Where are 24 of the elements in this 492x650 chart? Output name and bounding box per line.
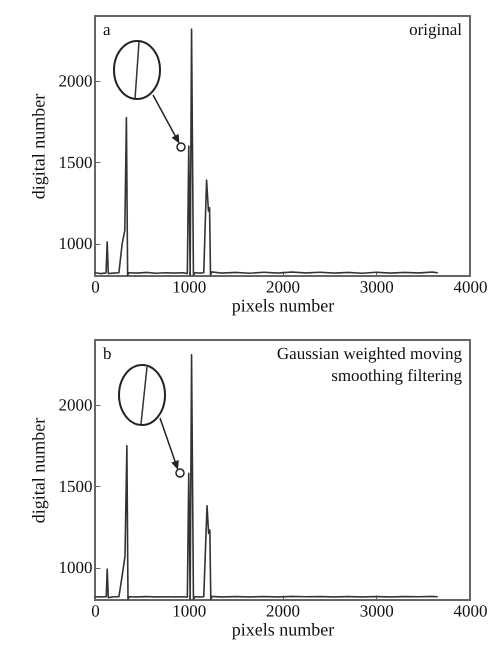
x-tick-label: 0 (91, 278, 100, 296)
x-tick-label: 1000 (172, 278, 206, 296)
annotation: original (409, 20, 462, 39)
x-tick-label: 1000 (172, 602, 206, 620)
y-tick-label: 2000 (58, 396, 92, 414)
y-axis-title: digital number (28, 418, 48, 524)
x-tick-label: 0 (91, 602, 100, 620)
y-axis-title: digital number (28, 94, 48, 200)
x-axis-title: pixels number (232, 296, 334, 316)
y-tick-label: 1500 (58, 152, 92, 172)
annotation: a (103, 20, 111, 39)
x-tick-label: 4000 (454, 602, 488, 620)
x-tick-label: 3000 (360, 602, 394, 620)
y-tick-label: 1000 (58, 558, 92, 577)
x-tick-label: 2000 (266, 278, 300, 296)
x-tick-label: 4000 (454, 278, 488, 296)
y-tick-label: 1000 (58, 234, 92, 253)
annotation: b (103, 344, 112, 363)
x-tick-label: 2000 (266, 602, 300, 620)
y-tick-label: 2000 (58, 72, 92, 90)
x-tick-label: 3000 (360, 278, 394, 296)
y-tick-label: 1500 (58, 476, 92, 496)
annotation: Gaussian weighted moving smoothing filtering (276, 344, 462, 385)
x-axis-title: pixels number (232, 620, 334, 640)
